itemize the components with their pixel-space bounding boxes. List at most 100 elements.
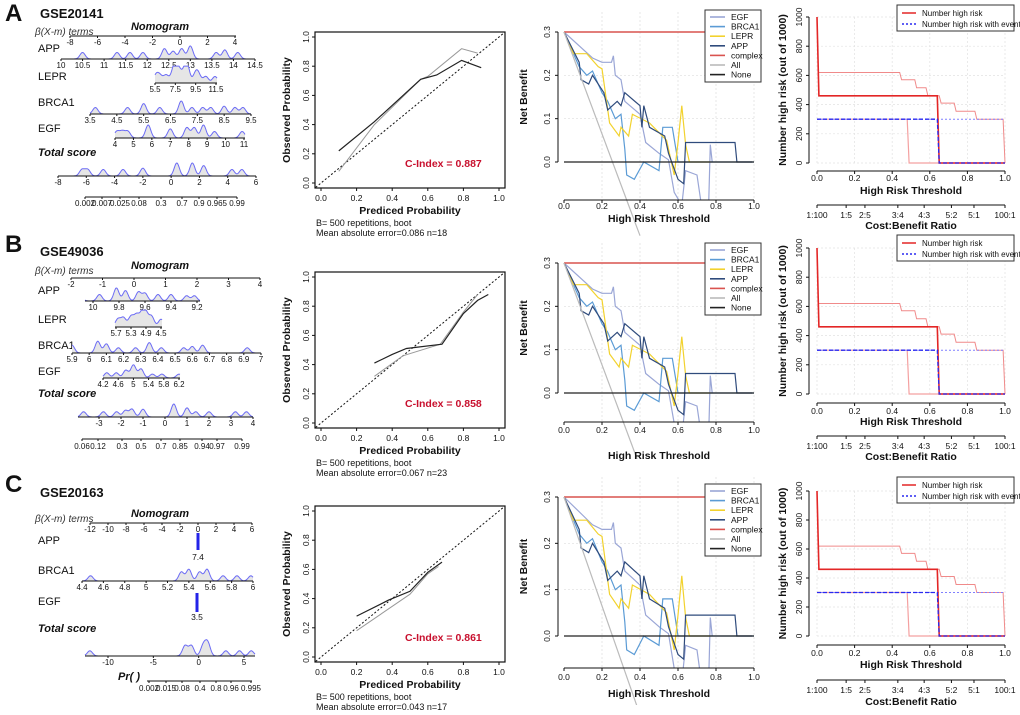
var-app-tick-label: 9.4 bbox=[165, 303, 177, 312]
legend-label-egf: EGF bbox=[731, 245, 748, 255]
dca-line-brca1 bbox=[563, 31, 754, 181]
prob-tick-label: 0.85 bbox=[172, 442, 188, 451]
x-axis-label: Prediced Probability bbox=[359, 445, 461, 457]
clinical-legend bbox=[896, 234, 1015, 262]
var-brca1-tick-label: 5.6 bbox=[205, 583, 217, 592]
var-lepr-density-fill bbox=[155, 66, 217, 83]
var-app-tick-label: 14 bbox=[229, 61, 238, 70]
mae-note: Mean absolute error=0.043 n=17 bbox=[316, 702, 447, 712]
x-tick-label: 0.0 bbox=[558, 672, 570, 682]
x-tick-label: 0.4 bbox=[886, 173, 898, 183]
prob-tick-label: 0.94 bbox=[194, 442, 210, 451]
total-tick-label: -8 bbox=[54, 178, 62, 187]
dca-line-egf bbox=[563, 31, 713, 200]
total-tick-label: 5 bbox=[242, 658, 247, 667]
x-tick-label: 0.8 bbox=[710, 672, 722, 682]
var-app-tick-label: 10.5 bbox=[75, 61, 91, 70]
x-tick-label: 0.0 bbox=[811, 173, 823, 183]
var-lepr-tick-label: 5.5 bbox=[149, 85, 161, 94]
total-tick-label: 2 bbox=[207, 419, 212, 428]
var-app-density-fill bbox=[85, 288, 200, 301]
var-brca1-tick-label: 6.8 bbox=[221, 355, 233, 364]
x-axis-label: High Risk Threshold bbox=[608, 450, 710, 462]
x-tick-label: 0.8 bbox=[961, 173, 973, 183]
var-lepr-density-curve bbox=[114, 309, 163, 325]
points-tick-label: 2 bbox=[195, 280, 200, 289]
variable-label-lepr: LEPR bbox=[38, 71, 67, 83]
apparent-line bbox=[356, 561, 443, 617]
total-density-fill bbox=[58, 163, 256, 176]
var-egf-tick-label: 5 bbox=[131, 140, 136, 149]
y-axis-label: Number high risk (out of 1000) bbox=[777, 245, 789, 397]
x-tick-label: 0.0 bbox=[315, 433, 327, 443]
y-tick-label: 0.0 bbox=[301, 177, 311, 189]
high-risk-ci-upper bbox=[818, 545, 1006, 637]
calibration-plot-frame bbox=[314, 505, 506, 663]
high-risk-ci-upper bbox=[818, 72, 1006, 164]
total-score-label: Total score bbox=[38, 623, 96, 635]
prob-tick-label: 0.3 bbox=[116, 442, 128, 451]
var-egf-tick-label: 11 bbox=[240, 140, 249, 149]
x-tick-label: 0.4 bbox=[634, 201, 646, 211]
spike-app bbox=[196, 533, 200, 550]
var-lepr-density-curve bbox=[154, 65, 218, 81]
x-axis-label: High Risk Threshold bbox=[860, 185, 962, 197]
legend-label-lepr: LEPR bbox=[731, 31, 753, 41]
cost-tick-label: 5:2 bbox=[946, 441, 958, 451]
cost-tick-label: 1:5 bbox=[840, 685, 852, 695]
var-brca1-tick-label: 6.2 bbox=[118, 355, 130, 364]
prob-tick-label: 0.5 bbox=[135, 442, 147, 451]
y-tick-label: 0.0 bbox=[301, 417, 311, 429]
total-tick-label: -5 bbox=[150, 658, 158, 667]
points-tick-label: -12 bbox=[84, 525, 96, 534]
prob-tick-label: 0.08 bbox=[174, 684, 190, 693]
legend-label-high-risk: Number high risk bbox=[922, 481, 983, 490]
var-app-tick-label: 12 bbox=[143, 61, 152, 70]
legend-label-egf: EGF bbox=[731, 12, 748, 22]
total-tick-label: 3 bbox=[229, 419, 234, 428]
y-tick-label: 0.8 bbox=[301, 60, 311, 72]
calibration-plot-frame bbox=[314, 31, 506, 189]
x-axis-label: Prediced Probability bbox=[359, 679, 461, 691]
cost-tick-label: 3:4 bbox=[892, 441, 904, 451]
y-tick-label: 0.8 bbox=[301, 300, 311, 312]
total-tick-label: -1 bbox=[139, 419, 147, 428]
panel-letter: C bbox=[5, 471, 22, 498]
x-tick-label: 1.0 bbox=[999, 648, 1011, 658]
prob-tick-label: 0.06 bbox=[74, 442, 90, 451]
var-egf-tick-label: 4.2 bbox=[97, 380, 109, 389]
x-tick-label: 0.0 bbox=[315, 193, 327, 203]
cost-tick-label: 1:100 bbox=[806, 685, 828, 695]
var-app-tick-label: 9.6 bbox=[139, 303, 151, 312]
x-tick-label: 0.0 bbox=[558, 425, 570, 435]
y-tick-label: 1.0 bbox=[301, 31, 311, 43]
variable-label-egf: EGF bbox=[38, 366, 61, 378]
y-axis-label: Net Benefit bbox=[518, 69, 530, 125]
dca-line-all bbox=[563, 31, 641, 236]
var-lepr-tick-label: 11.5 bbox=[209, 85, 225, 94]
terms-label: β(X-m) terms bbox=[34, 27, 93, 38]
legend-label-lepr: LEPR bbox=[731, 505, 753, 515]
points-tick-label: 2 bbox=[205, 38, 210, 47]
y-tick-label: 1000 bbox=[794, 238, 804, 257]
legend-label-with-event: Number high risk with event bbox=[922, 492, 1020, 501]
dca-line-lepr bbox=[563, 262, 711, 407]
cost-axis-label: Cost:Benefit Ratio bbox=[865, 451, 957, 463]
prob-tick-label: 0.007 bbox=[92, 199, 113, 208]
prob-label: Pr( ) bbox=[118, 671, 140, 683]
var-app-tick-label: 10 bbox=[89, 303, 98, 312]
prob-tick-label: 0.002 bbox=[139, 684, 160, 693]
y-tick-label: 600 bbox=[794, 299, 804, 313]
y-tick-label: 1000 bbox=[794, 7, 804, 26]
var-brca1-tick-label: 5.2 bbox=[162, 583, 174, 592]
y-tick-label: 0.1 bbox=[542, 112, 552, 124]
y-tick-label: 0.6 bbox=[301, 329, 311, 341]
points-tick-label: 0 bbox=[132, 280, 137, 289]
var-brca1-density-fill bbox=[82, 569, 253, 581]
x-tick-label: 1.0 bbox=[748, 425, 760, 435]
variable-label-app: APP bbox=[38, 285, 60, 297]
total-tick-label: 2 bbox=[197, 178, 202, 187]
cost-tick-label: 1:100 bbox=[806, 441, 828, 451]
var-egf-tick-label: 6 bbox=[150, 140, 155, 149]
